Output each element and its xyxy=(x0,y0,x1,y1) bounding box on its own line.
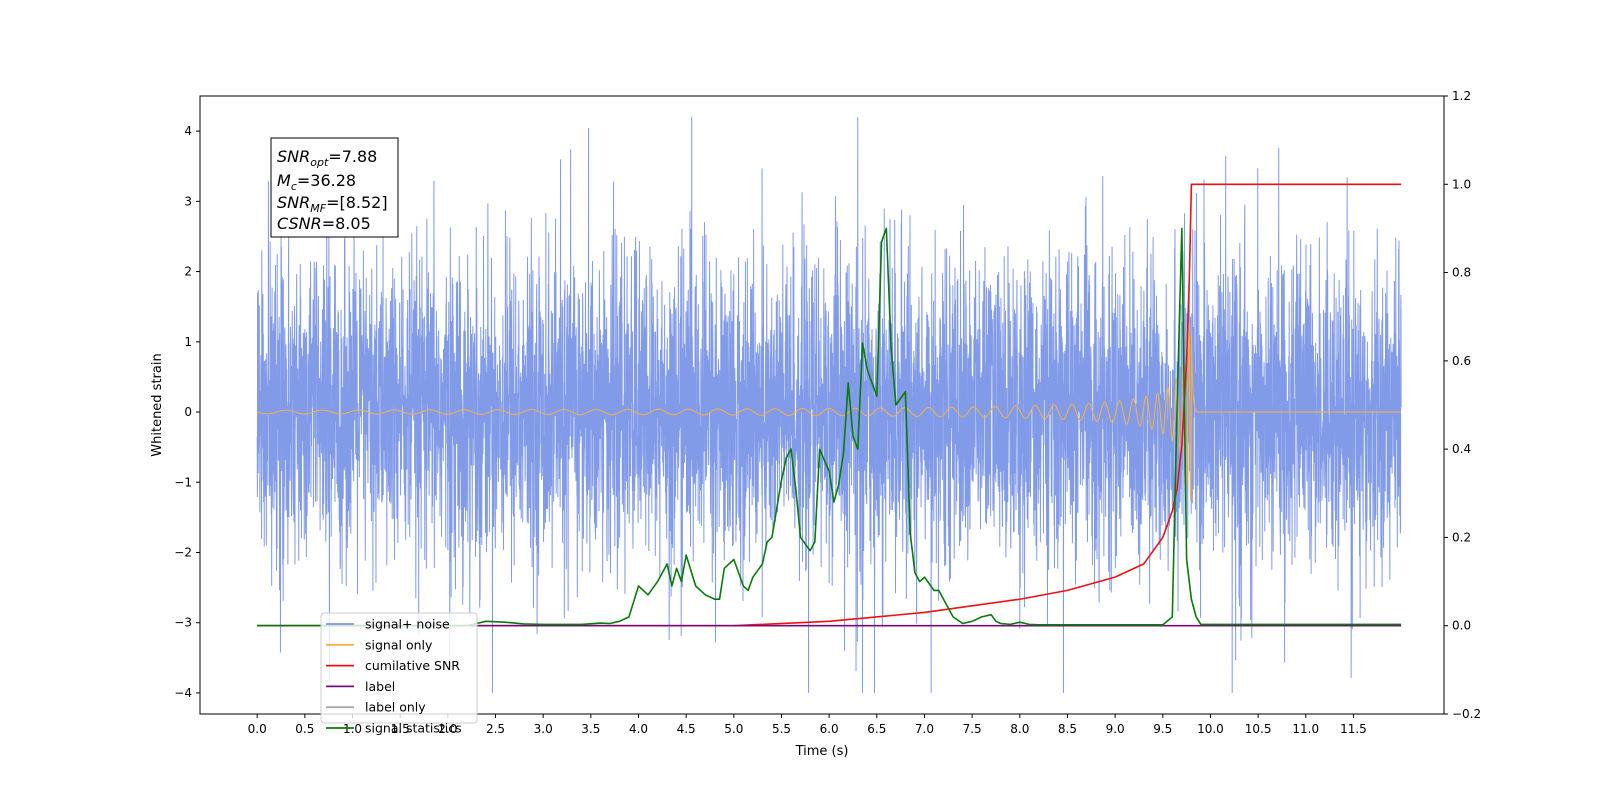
y2-tick-label: 0.4 xyxy=(1452,442,1471,456)
x-tick-label: 2.5 xyxy=(486,722,505,736)
textbox-sub: opt xyxy=(310,156,329,169)
x-tick-label: 0.0 xyxy=(248,722,267,736)
x-tick-label: 7.0 xyxy=(915,722,934,736)
y-tick-label: −4 xyxy=(174,686,192,700)
x-tick-label: 8.5 xyxy=(1058,722,1077,736)
y2-tick-label: 1.0 xyxy=(1452,177,1471,191)
textbox-line-snr-opt: SNRopt=7.88 xyxy=(277,147,377,169)
legend-label: signal+ noise xyxy=(365,617,450,632)
textbox-line-csnr: CSNR=8.05 xyxy=(277,214,371,233)
y2-tick-label: 0.0 xyxy=(1452,619,1471,633)
plot-frame xyxy=(199,95,1445,715)
x-tick-label: 7.5 xyxy=(963,722,982,736)
textbox-value: =36.28 xyxy=(297,171,356,190)
x-tick-label: 9.0 xyxy=(1106,722,1125,736)
series-layer xyxy=(256,117,1402,693)
textbox-base: SNR xyxy=(277,147,310,166)
textbox-value: =7.88 xyxy=(328,147,377,166)
y-axis-ticks: 4 3 2 1 0 −1 −2 −3 −4 xyxy=(174,124,200,700)
textbox-value: =8.05 xyxy=(322,214,371,233)
y-tick-label: 4 xyxy=(184,124,192,138)
y2-axis-ticks: 1.2 1.0 0.8 0.6 0.4 0.2 0.0 −0.2 xyxy=(1444,89,1481,721)
x-tick-label: 2.0 xyxy=(438,722,457,736)
legend: signal+ noise signal only cumilative SNR la… xyxy=(320,612,478,736)
x-tick-label: 5.0 xyxy=(724,722,743,736)
legend-label: signal statistics xyxy=(365,721,462,736)
x-tick-label: 4.0 xyxy=(629,722,648,736)
x-tick-label: 3.5 xyxy=(581,722,600,736)
y-tick-label: 1 xyxy=(184,335,192,349)
x-tick-label: 8.0 xyxy=(1010,722,1029,736)
series-line-signal-noise xyxy=(256,117,1402,693)
series-line-signal-only xyxy=(257,321,1402,502)
x-axis-ticks: 0.0 0.5 1.0 1.5 2.0 2.5 3.0 3.5 4.0 4.5 5.0 5.5 6.0 6… xyxy=(248,714,1367,736)
legend-items: signal+ noise signal only cumilative SNR la… xyxy=(326,617,462,736)
legend-label: label only xyxy=(365,700,426,715)
legend-frame xyxy=(320,612,478,724)
y-tick-label: 3 xyxy=(184,194,192,208)
x-tick-label: 0.5 xyxy=(295,722,314,736)
textbox-line-mc: Mc=36.28 xyxy=(277,171,356,193)
series-line-cumilative-snr xyxy=(257,183,1402,627)
y-tick-label: −2 xyxy=(174,545,192,559)
x-tick-label: 1.5 xyxy=(391,722,410,736)
y-axis-label: Whitened strain xyxy=(150,353,165,456)
x-tick-label: 9.5 xyxy=(1153,722,1172,736)
textbox: SNRopt=7.88 Mc=36.28 SNRMF=[8.52] CSNR=8… xyxy=(270,137,399,238)
x-tick-label: 10.0 xyxy=(1197,722,1224,736)
y2-tick-label: 0.6 xyxy=(1452,354,1471,368)
y2-tick-label: 1.2 xyxy=(1452,89,1471,103)
legend-label: label xyxy=(365,679,395,694)
series-line-signal-statistics xyxy=(257,227,1402,627)
textbox-base: CSNR xyxy=(277,214,322,233)
y-tick-label: 0 xyxy=(184,405,192,419)
y-tick-label: −1 xyxy=(174,475,192,489)
y2-tick-label: 0.2 xyxy=(1452,530,1471,544)
y2-tick-label: −0.2 xyxy=(1452,707,1481,721)
y-tick-label: −3 xyxy=(174,616,192,630)
x-tick-label: 11.5 xyxy=(1340,722,1367,736)
legend-label: signal only xyxy=(365,637,433,652)
x-tick-label: 4.5 xyxy=(677,722,696,736)
x-tick-label: 11.0 xyxy=(1292,722,1319,736)
textbox-base: SNR xyxy=(277,193,310,212)
x-tick-label: 1.0 xyxy=(343,722,362,736)
textbox-frame xyxy=(270,137,399,238)
x-tick-label: 5.5 xyxy=(772,722,791,736)
textbox-base: M xyxy=(277,171,291,190)
y-tick-label: 2 xyxy=(184,265,192,279)
textbox-sub: MF xyxy=(310,202,326,215)
x-axis-label: Time (s) xyxy=(795,744,849,759)
x-tick-label: 10.5 xyxy=(1245,722,1272,736)
x-tick-label: 6.5 xyxy=(867,722,886,736)
x-tick-label: 3.0 xyxy=(534,722,553,736)
x-tick-label: 6.0 xyxy=(820,722,839,736)
legend-label: cumilative SNR xyxy=(365,658,460,673)
textbox-line-snr-mf: SNRMF=[8.52] xyxy=(277,193,388,215)
textbox-value: =[8.52] xyxy=(326,193,388,212)
y2-tick-label: 0.8 xyxy=(1452,266,1471,280)
textbox-sub: c xyxy=(291,180,297,193)
